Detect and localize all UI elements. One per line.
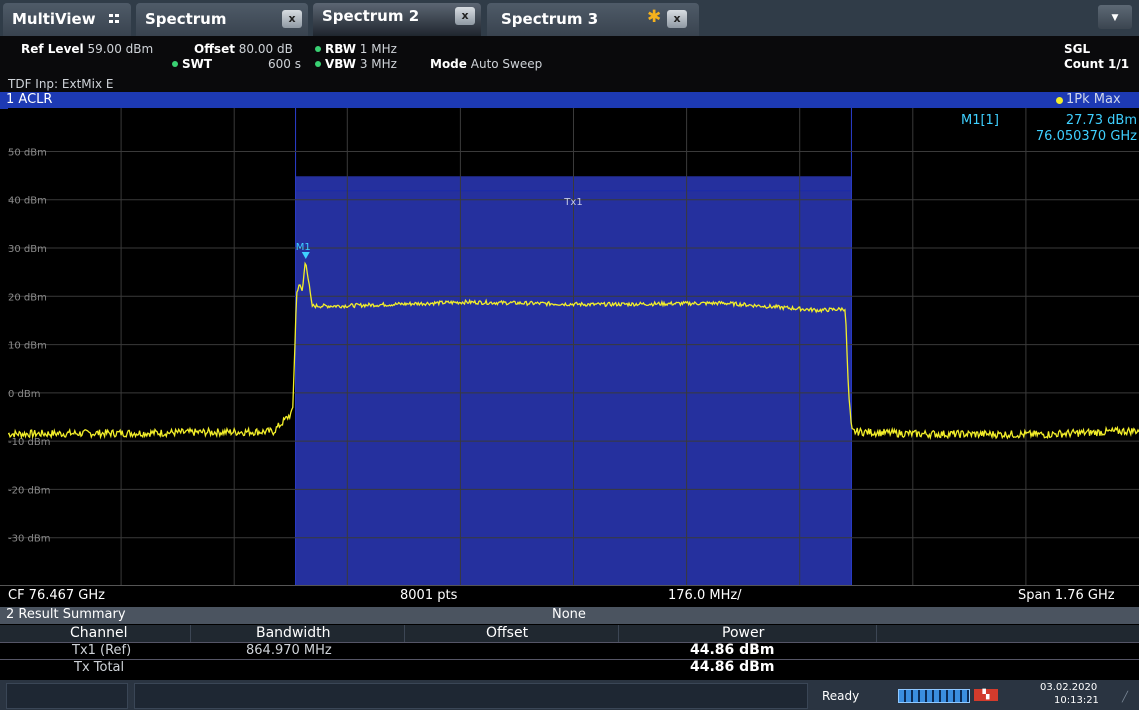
table-row: Tx Total 44.86 dBm: [0, 659, 1139, 676]
column-header-offset: Offset: [486, 625, 529, 641]
status-field-left: [6, 683, 128, 709]
tab-spectrum-2-close-button[interactable]: x: [455, 7, 475, 25]
channel-label-tx1: Tx1: [563, 197, 582, 208]
rbw: RBW 1 MHz: [315, 42, 397, 56]
y-tick-label: -20 dBm: [8, 485, 50, 496]
tdf-input: TDF Inp: ExtMix E: [8, 77, 114, 91]
trace-1: [8, 261, 1139, 441]
marker-readout-frequency: 76.050370 GHz: [1036, 129, 1137, 144]
swt-value: 600 s: [268, 57, 301, 71]
plot-grid: [8, 108, 1139, 586]
status-date: 03.02.2020: [1040, 682, 1098, 693]
tab-spectrum-2-label: Spectrum 2: [322, 7, 420, 25]
cell-power: 44.86 dBm: [690, 659, 775, 675]
cell-channel: Tx1 (Ref): [72, 643, 132, 658]
status-message-field: [134, 683, 808, 709]
sweep-mode: Mode Auto Sweep: [430, 57, 543, 71]
marker-m1-tag: M1: [296, 242, 311, 253]
tab-menu-button[interactable]: ▼: [1098, 5, 1132, 29]
y-tick-label: -30 dBm: [8, 534, 50, 545]
swt: SWT: [172, 57, 212, 71]
diagram-title-bar[interactable]: 1 ACLR 1Pk Max: [0, 92, 1139, 109]
table-row: Tx1 (Ref) 864.970 MHz 44.86 dBm: [0, 642, 1139, 660]
status-ready: Ready: [822, 689, 860, 703]
vbw: VBW 3 MHz: [315, 57, 397, 71]
y-tick-label: 0 dBm: [8, 389, 41, 400]
cell-channel: Tx Total: [74, 660, 125, 675]
result-summary[interactable]: 2 Result Summary None Channel Bandwidth …: [0, 605, 1139, 677]
cell-power: 44.86 dBm: [690, 642, 775, 658]
y-tick-label: 30 dBm: [8, 244, 47, 255]
progress-bar: [898, 689, 970, 703]
y-tick-label: -10 dBm: [8, 437, 50, 448]
chevron-down-icon: ▼: [1111, 13, 1119, 23]
tab-spectrum-2[interactable]: Spectrum 2 x: [313, 3, 481, 39]
tab-spectrum-3-close-button[interactable]: x: [667, 10, 687, 28]
star-icon: ✱: [647, 7, 662, 27]
status-bar: Ready ▚ 03.02.2020 10:13:21 ╱: [0, 680, 1139, 710]
column-header-power: Power: [722, 625, 765, 641]
marker-m1[interactable]: M1: [296, 242, 311, 259]
frequency-span: Span 1.76 GHz: [1018, 588, 1115, 603]
marker-m1-triangle-icon: [301, 251, 310, 259]
ref-level: Ref Level 59.00 dBm: [21, 42, 154, 56]
tab-spectrum-3[interactable]: Spectrum 3 ✱ x: [487, 3, 699, 36]
result-summary-title-bar: 2 Result Summary None: [0, 607, 1139, 624]
frequency-per-division: 176.0 MHz/: [668, 588, 742, 603]
tab-multiview[interactable]: MultiView: [3, 3, 131, 36]
tab-spectrum-label: Spectrum: [145, 10, 227, 28]
offset: Offset 80.00 dB: [194, 42, 293, 56]
y-tick-label: 50 dBm: [8, 147, 47, 158]
sweep-count: Count 1/1: [1064, 57, 1130, 71]
x-axis-info: CF 76.467 GHz 8001 pts 176.0 MHz/ Span 1…: [0, 585, 1139, 606]
tab-multiview-label: MultiView: [12, 10, 96, 28]
trace-indicator-dot: [1056, 97, 1063, 104]
sweep-points: 8001 pts: [400, 588, 458, 603]
tab-spectrum[interactable]: Spectrum x: [136, 3, 308, 36]
spectrum-plot[interactable]: Tx1 50 dBm 40 dBm 30 dBm 20 dBm 10 dBm 0 dBm -…: [8, 108, 1139, 586]
result-summary-reference: None: [552, 607, 586, 622]
resize-grip-icon[interactable]: ╱: [1122, 692, 1129, 703]
marker-readout-name: M1[1]: [961, 113, 999, 128]
measurement-settings-header: Ref Level 59.00 dBm Offset 80.00 dB RBW …: [0, 36, 1139, 92]
tab-bar: MultiView Spectrum x Spectrum 2 x Spectr…: [0, 0, 1139, 39]
result-summary-title: 2 Result Summary: [6, 607, 126, 622]
sweep-type: SGL: [1064, 42, 1091, 56]
y-tick-label: 20 dBm: [8, 292, 47, 303]
error-log-icon[interactable]: ▚: [974, 689, 998, 701]
column-header-channel: Channel: [70, 625, 128, 641]
status-time: 10:13:21: [1054, 695, 1099, 706]
diagram-title: 1 ACLR: [6, 92, 53, 107]
result-summary-header-row: Channel Bandwidth Offset Power: [0, 625, 1139, 643]
y-axis-ticks: 50 dBm 40 dBm 30 dBm 20 dBm 10 dBm 0 dBm -10 d…: [8, 147, 50, 544]
cell-bandwidth: 864.970 MHz: [246, 643, 332, 658]
y-tick-label: 40 dBm: [8, 196, 47, 207]
tab-spectrum-3-label: Spectrum 3: [501, 10, 599, 28]
center-frequency: CF 76.467 GHz: [8, 588, 105, 603]
y-tick-label: 10 dBm: [8, 341, 47, 352]
marker-readout-level: 27.73 dBm: [1066, 113, 1137, 128]
tab-spectrum-close-button[interactable]: x: [282, 10, 302, 28]
trace-label: 1Pk Max: [1066, 92, 1121, 107]
multiview-grid-icon: [109, 14, 121, 24]
column-header-bandwidth: Bandwidth: [256, 625, 331, 641]
